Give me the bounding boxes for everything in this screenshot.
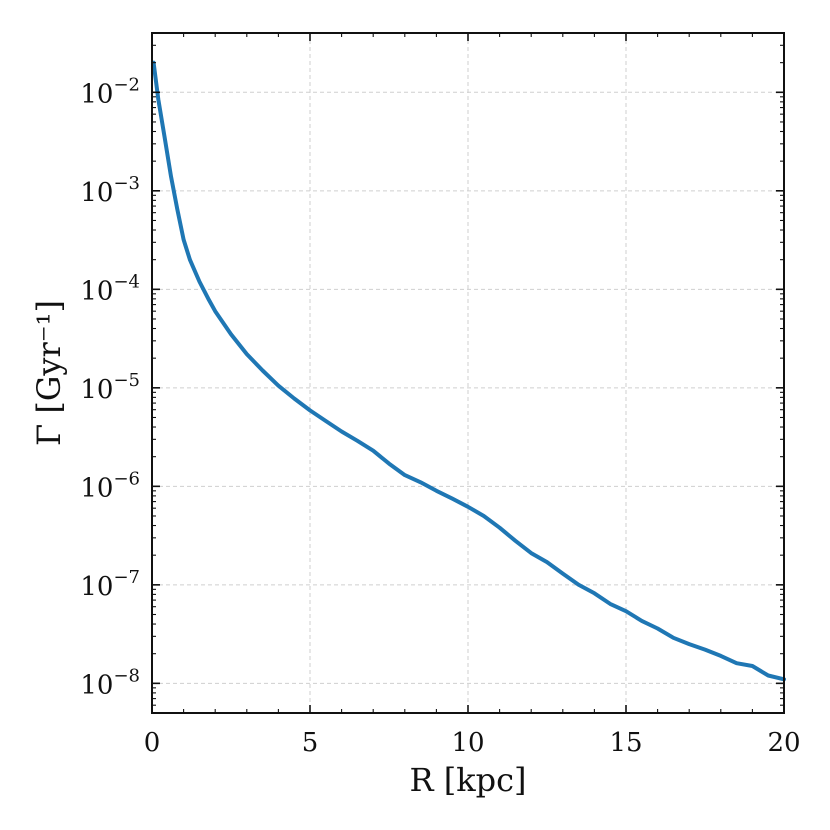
y-tick-base: 10 <box>80 79 113 109</box>
x-tick-label: 15 <box>609 728 642 758</box>
axis-ticks <box>151 32 785 714</box>
y-tick-exponent: −3 <box>113 173 140 194</box>
y-tick-exponent: −5 <box>113 370 140 391</box>
x-tick-label: 5 <box>302 728 319 758</box>
y-tick-labels: 10−810−710−610−510−410−310−2 <box>80 74 140 700</box>
y-tick-label: 10−5 <box>80 370 140 405</box>
y-tick-base: 10 <box>80 572 113 602</box>
y-tick-label: 10−4 <box>80 271 140 306</box>
y-tick-label: 10−7 <box>80 567 140 602</box>
y-tick-base: 10 <box>80 473 113 503</box>
y-tick-label: 10−3 <box>80 173 140 208</box>
y-tick-base: 10 <box>80 375 113 405</box>
y-tick-exponent: −7 <box>113 567 140 588</box>
grid <box>152 33 784 713</box>
x-tick-label: 0 <box>144 728 161 758</box>
series-line <box>151 60 786 682</box>
y-tick-base: 10 <box>80 670 113 700</box>
y-tick-label: 10−2 <box>80 74 140 109</box>
x-tick-label: 10 <box>451 728 484 758</box>
y-axis-title: Γ [Gyr⁻¹] <box>30 300 68 446</box>
x-axis-title: R [kpc] <box>409 761 526 799</box>
y-tick-label: 10−6 <box>80 468 140 503</box>
x-tick-labels: 0 5 10 15 20 <box>144 728 801 758</box>
x-tick-label: 20 <box>767 728 800 758</box>
y-tick-exponent: −8 <box>113 665 140 686</box>
y-tick-exponent: −6 <box>113 468 140 489</box>
y-tick-base: 10 <box>80 178 113 208</box>
y-tick-label: 10−8 <box>80 665 140 700</box>
y-tick-exponent: −4 <box>113 271 140 292</box>
y-tick-base: 10 <box>80 276 113 306</box>
y-tick-exponent: −2 <box>113 74 140 95</box>
